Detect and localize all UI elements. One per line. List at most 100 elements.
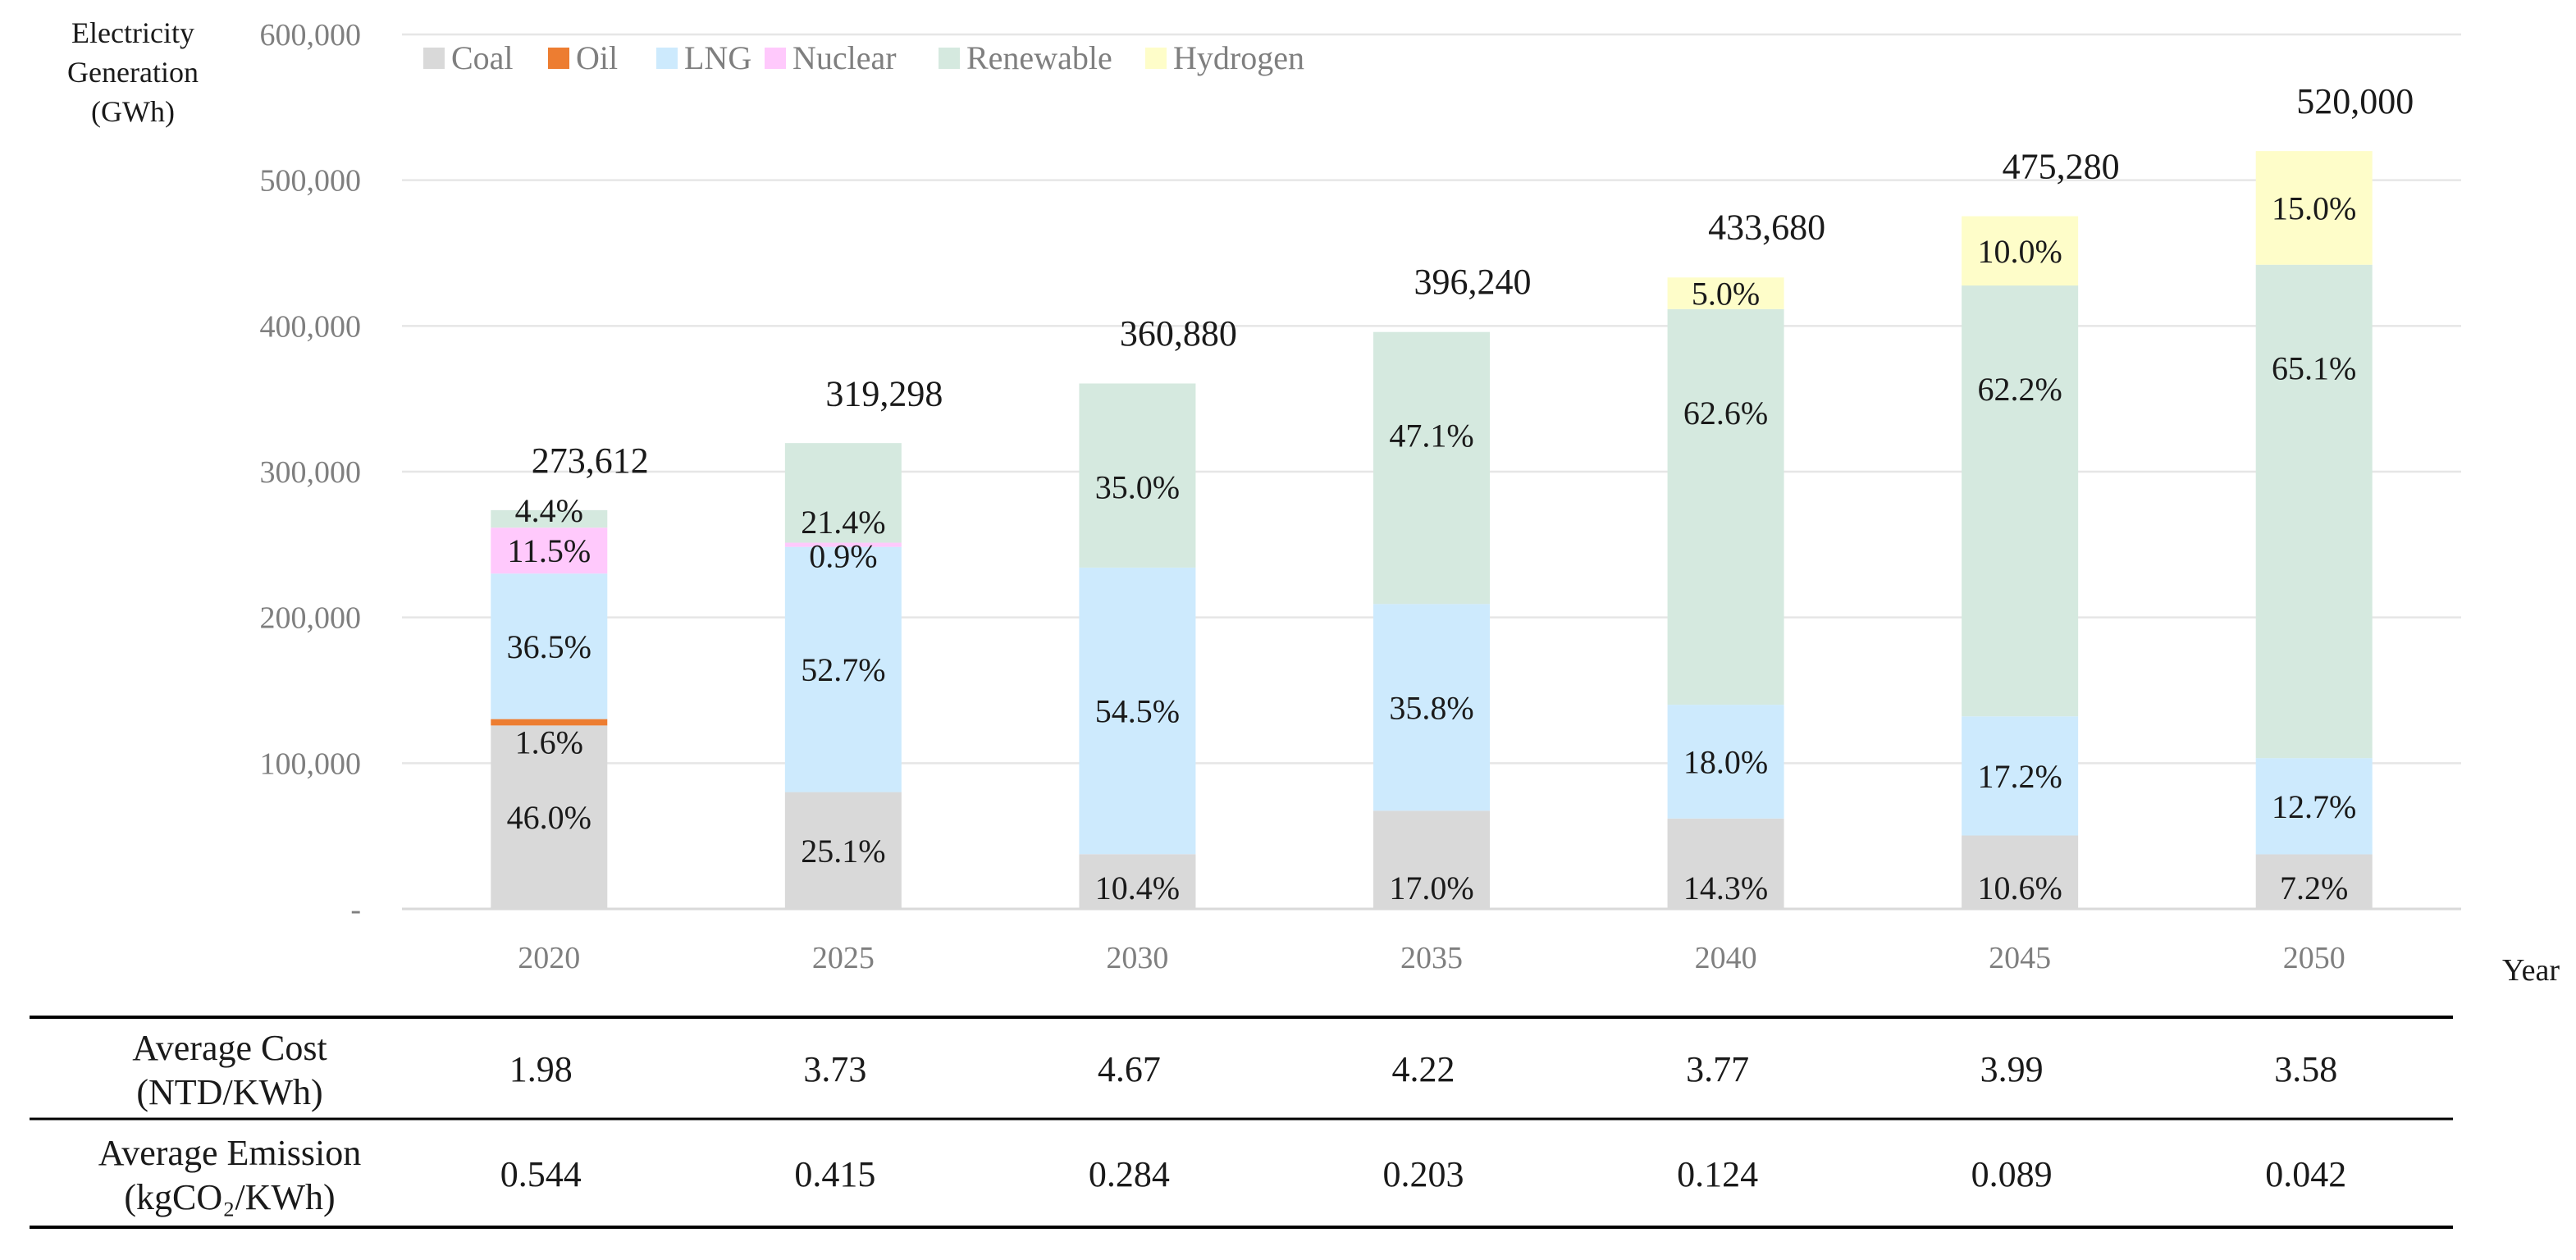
data-label: 35.0% [1095,468,1180,505]
bar-segment-coal [2255,854,2373,909]
total-label: 319,298 [825,374,943,414]
y-tick-label: 100,000 [260,746,362,781]
bar-segment-hydrogen [1962,216,2079,286]
y-tick-label: 600,000 [260,18,362,52]
bar-stack-2035: 17.0% 35.8% 47.1% 396,240 [1373,262,1532,909]
bar-stack-2025: 25.1% 52.7% 0.9%21.4% 319,298 [784,374,943,909]
bar-segment-coal [1079,854,1196,909]
gridlines [402,33,2461,911]
data-label: 15.0% [2272,189,2356,226]
data-label: 7.2% [2280,870,2348,906]
y-axis-label-text: Electricity Generation (GWh) [67,16,199,128]
total-label: 396,240 [1414,262,1532,302]
table-cell: 3.73 [803,1049,866,1089]
legend-swatch [765,48,786,69]
legend-label: LNG [684,39,751,76]
data-label: 21.4% [801,504,885,541]
data-label: 35.8% [1389,689,1473,726]
y-tick-label: 300,000 [260,455,362,490]
bar-segment-renewable [2255,264,2373,759]
table-cell: 0.124 [1677,1154,1758,1194]
table-cell: 0.415 [794,1154,875,1194]
x-axis-label: Year [2502,953,2560,988]
bar-segment-lng [2255,758,2373,855]
bar-stack-2040: 14.3% 18.0% 62.6% 5.0% 433,680 [1667,207,1825,909]
data-label: 12.7% [2272,788,2356,825]
data-label: 36.5% [507,628,591,665]
bar-segment-nuclear [784,542,902,547]
bars: 46.0% 1.6% 36.5% 11.5%4.4% 273,612 25.1% 52.7%… [491,81,2414,909]
bar-segment-renewable [491,509,608,528]
legend-swatch [548,48,569,69]
legend-item-nuclear: Nuclear [765,39,897,76]
bar-stack-2045: 10.6% 17.2% 62.2% 10.0% 475,280 [1962,147,2120,909]
legend-item-oil: Oil [548,39,618,76]
table-cell: 4.67 [1098,1049,1161,1089]
data-label: 4.4% [515,492,583,529]
bar-segment-oil [491,719,608,726]
data-label: 62.2% [1977,371,2062,408]
y-tick-label: 400,000 [260,309,362,344]
legend-item-lng: LNG [656,39,751,76]
table-row-label-line: (kgCO₂/KWh) [124,1177,335,1217]
legend-swatch [423,48,445,69]
data-label: 54.5% [1095,693,1180,730]
bar-segment-hydrogen [1667,277,1784,309]
bar-stack-2030: 10.4% 54.5% 35.0% 360,880 [1079,313,1237,909]
legend-item-hydrogen: Hydrogen [1145,39,1304,76]
data-label: 1.6% [515,724,583,760]
bar-segment-renewable [1079,383,1196,568]
data-label: 10.4% [1095,870,1180,906]
table-row-label-line: Average Emission [98,1133,362,1173]
legend-label: Nuclear [792,39,897,76]
table-cell: 4.22 [1392,1049,1455,1089]
table-cell: 3.77 [1686,1049,1749,1089]
table-cell: 3.58 [2274,1049,2337,1089]
table-cell: 0.042 [2265,1154,2346,1194]
legend-label: Hydrogen [1173,39,1304,76]
legend-label: Renewable [966,39,1112,76]
y-axis-label-line: Generation [67,56,199,89]
bar-stack-2020: 46.0% 1.6% 36.5% 11.5%4.4% 273,612 [491,441,649,909]
data-label: 47.1% [1389,418,1473,454]
bar-segment-lng [1962,716,2079,836]
data-label: 5.0% [1692,276,1760,313]
x-tick-label: 2030 [1106,941,1168,975]
table-row-label: Average Cost (NTD/KWh) [132,1028,327,1112]
x-tick-label: 2045 [1989,941,2051,975]
x-tick-label: 2050 [2283,941,2345,975]
data-label: 18.0% [1683,743,1768,780]
data-label: 62.6% [1683,395,1768,431]
y-tick-label: - [350,892,361,927]
legend-item-coal: Coal [423,39,514,76]
table-cell: 0.203 [1383,1154,1464,1194]
y-axis-label: Electricity Generation (GWh) [67,16,199,128]
table-cell: 0.089 [1971,1154,2053,1194]
legend-swatch [939,48,960,69]
legend: Coal Oil LNG Nuclear Renewable Hydrogen [423,39,1304,76]
bar-segment-lng [1373,604,1490,811]
bar-segment-hydrogen [2255,151,2373,265]
legend-label: Coal [451,39,514,76]
table-cell: 1.98 [509,1049,573,1089]
bar-segment-lng [784,546,902,792]
x-tick-label: 2025 [812,941,875,975]
bar-segment-coal [784,792,902,909]
bar-segment-lng [491,573,608,719]
bar-segment-coal [1962,835,2079,909]
y-axis-label-line: (GWh) [91,95,175,128]
data-label: 25.1% [801,833,885,870]
data-label: 17.0% [1389,870,1473,906]
total-label: 520,000 [2296,81,2414,121]
x-tick-label: 2040 [1695,941,1757,975]
bar-segment-coal [491,725,608,909]
x-tick-label: 2035 [1400,941,1463,975]
bar-segment-renewable [1373,331,1490,605]
bar-segment-lng [1667,705,1784,819]
data-label: 17.2% [1977,758,2062,795]
bar-segment-renewable [1962,285,2079,717]
legend-item-renewable: Renewable [939,39,1112,76]
data-label: 52.7% [801,651,885,688]
bar-segment-nuclear [491,527,608,574]
